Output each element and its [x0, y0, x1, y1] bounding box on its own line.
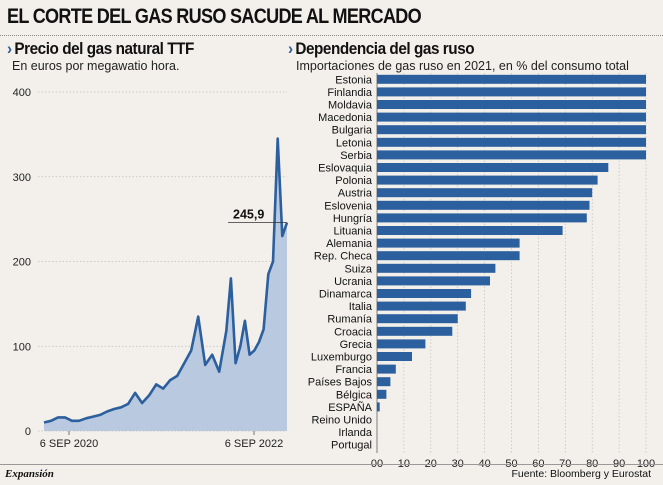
bar: [377, 251, 520, 261]
bar-category-label: Luxemburgo: [311, 352, 372, 364]
y-tick-label: 100: [13, 341, 31, 353]
bar: [377, 314, 458, 324]
brand-name: Expansión: [5, 468, 54, 480]
bar: [377, 188, 593, 198]
bar: [377, 74, 646, 84]
bar-category-label: Rep. Checa: [314, 251, 373, 263]
bar-category-label: Eslovaquia: [318, 163, 373, 175]
price-line: [43, 137, 289, 424]
arrow-icon: ›: [7, 39, 12, 58]
bar-category-label: Bélgica: [336, 389, 373, 401]
price-area: [44, 138, 287, 431]
bar: [377, 137, 646, 147]
bar: [377, 301, 466, 311]
bar: [377, 263, 496, 273]
bar-category-label: Polonia: [335, 175, 373, 187]
bar-category-label: Francia: [335, 364, 373, 376]
bar: [377, 289, 472, 298]
bar: [377, 100, 646, 109]
bar-category-label: Portugal: [331, 440, 372, 452]
bar-category-label: Grecia: [340, 339, 373, 351]
bar: [377, 163, 609, 172]
bar-category-label: Letonia: [336, 137, 373, 149]
bar-category-label: Alemania: [326, 238, 373, 250]
dependency-chart-title-text: Dependencia del gas ruso: [295, 39, 475, 58]
bar: [377, 112, 646, 122]
bar-category-label: Bulgaria: [332, 125, 373, 137]
title-divider: [0, 35, 663, 36]
annotation-label: 245,9: [233, 208, 264, 222]
bar: [377, 213, 587, 223]
bar: [377, 238, 520, 248]
bar: [377, 339, 426, 349]
price-chart-title: › Precio del gas natural TTF: [7, 39, 194, 59]
bar: [377, 175, 598, 185]
y-tick-label: 300: [13, 172, 31, 184]
bar-category-label: Irlanda: [338, 427, 373, 439]
bar-category-label: Reino Unido: [311, 415, 372, 427]
bar: [377, 364, 396, 374]
bar-category-label: Rumanía: [327, 314, 373, 326]
bar-category-label: Italia: [349, 301, 373, 313]
bar: [377, 389, 387, 399]
bar: [377, 87, 646, 97]
bar-category-label: Eslovenia: [324, 200, 373, 212]
y-tick-label: 0: [25, 426, 31, 438]
price-chart-title-text: Precio del gas natural TTF: [14, 39, 194, 58]
bar-category-label: Macedonia: [318, 112, 373, 124]
bar-category-label: Ucrania: [334, 276, 373, 288]
x-tick-label: 6 SEP 2022: [225, 438, 284, 450]
bar: [377, 402, 380, 412]
y-tick-label: 200: [13, 257, 31, 269]
bar-category-label: Países Bajos: [308, 377, 373, 389]
bar-category-label: Serbia: [340, 150, 373, 162]
bar-category-label: Hungría: [333, 213, 373, 225]
arrow-icon: ›: [288, 39, 293, 58]
bar: [377, 377, 391, 387]
bar-category-label: Dinamarca: [319, 289, 373, 301]
bar-category-label: Finlandia: [327, 87, 373, 99]
bar: [377, 352, 412, 361]
footer-rule: [0, 464, 663, 465]
y-tick-label: 400: [13, 87, 31, 99]
bar-category-label: Croacia: [334, 326, 373, 338]
dependency-chart-title: › Dependencia del gas ruso: [288, 39, 475, 59]
bar-category-label: Austria: [338, 188, 373, 200]
bar: [377, 150, 646, 160]
bar-category-label: Suiza: [344, 263, 372, 275]
x-tick-label: 6 SEP 2020: [40, 438, 99, 450]
source-note: Fuente: Bloomberg y Eurostat: [511, 468, 652, 480]
bar-category-label: Lituania: [333, 226, 372, 238]
main-title: EL CORTE DEL GAS RUSO SACUDE AL MERCADO: [7, 5, 422, 28]
price-chart-subtitle: En euros por megawatio hora.: [12, 59, 180, 73]
bar: [377, 226, 563, 235]
dependency-chart-subtitle: Importaciones de gas ruso en 2021, en % …: [296, 59, 629, 73]
bar-category-label: Estonia: [335, 74, 373, 86]
bar: [377, 200, 590, 210]
bar: [377, 276, 490, 286]
bar-category-label: Moldavia: [328, 100, 373, 112]
bar-category-label: ESPAÑA: [328, 401, 372, 414]
bar: [377, 125, 646, 135]
bar: [377, 326, 453, 336]
